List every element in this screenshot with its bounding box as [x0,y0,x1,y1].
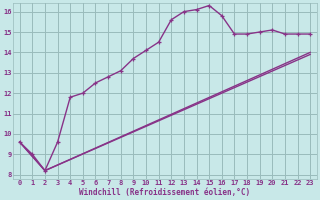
X-axis label: Windchill (Refroidissement éolien,°C): Windchill (Refroidissement éolien,°C) [79,188,251,197]
